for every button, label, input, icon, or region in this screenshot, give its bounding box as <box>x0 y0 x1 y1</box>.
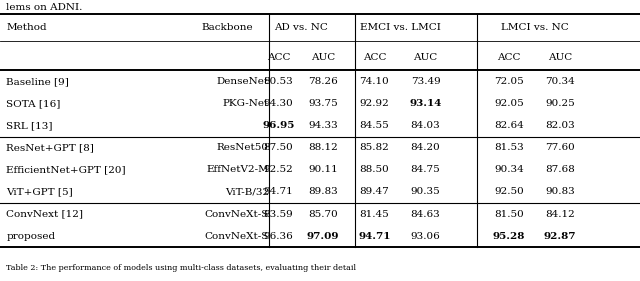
Text: 84.03: 84.03 <box>411 121 440 130</box>
Text: 90.35: 90.35 <box>411 187 440 196</box>
Text: 72.05: 72.05 <box>494 77 524 86</box>
Text: SOTA [16]: SOTA [16] <box>6 99 61 108</box>
Text: AUC: AUC <box>413 53 438 62</box>
Text: 96.36: 96.36 <box>264 232 293 241</box>
Text: 94.30: 94.30 <box>264 99 293 108</box>
Text: 84.12: 84.12 <box>545 210 575 219</box>
Text: 88.50: 88.50 <box>360 165 389 174</box>
Text: EMCI vs. LMCI: EMCI vs. LMCI <box>360 23 440 32</box>
Text: DenseNet: DenseNet <box>217 77 269 86</box>
Text: ConvNeXt-S: ConvNeXt-S <box>204 232 269 241</box>
Text: ResNet+GPT [8]: ResNet+GPT [8] <box>6 143 94 152</box>
Text: SRL [13]: SRL [13] <box>6 121 53 130</box>
Text: lems on ADNI.: lems on ADNI. <box>6 3 83 12</box>
Text: PKG-Net: PKG-Net <box>223 99 269 108</box>
Text: 84.55: 84.55 <box>360 121 389 130</box>
Text: 77.60: 77.60 <box>545 143 575 152</box>
Text: 92.52: 92.52 <box>264 165 293 174</box>
Text: Baseline [9]: Baseline [9] <box>6 77 69 86</box>
Text: ACC: ACC <box>363 53 386 62</box>
Text: 92.87: 92.87 <box>544 232 576 241</box>
Text: 84.75: 84.75 <box>411 165 440 174</box>
Text: ViT-B/32: ViT-B/32 <box>225 187 269 196</box>
Text: 93.06: 93.06 <box>411 232 440 241</box>
Text: AD vs. NC: AD vs. NC <box>274 23 328 32</box>
Text: 81.50: 81.50 <box>494 210 524 219</box>
Text: 70.34: 70.34 <box>545 77 575 86</box>
Text: 83.59: 83.59 <box>264 210 293 219</box>
Text: 94.33: 94.33 <box>308 121 338 130</box>
Text: EffNetV2-M: EffNetV2-M <box>206 165 269 174</box>
Text: AUC: AUC <box>548 53 572 62</box>
Text: 74.10: 74.10 <box>360 77 389 86</box>
Text: ACC: ACC <box>497 53 520 62</box>
Text: 93.75: 93.75 <box>308 99 338 108</box>
Text: 96.95: 96.95 <box>262 121 294 130</box>
Text: 97.09: 97.09 <box>307 232 339 241</box>
Text: -: - <box>266 121 269 130</box>
Text: 78.26: 78.26 <box>308 77 338 86</box>
Text: 81.45: 81.45 <box>360 210 389 219</box>
Text: 92.05: 92.05 <box>494 99 524 108</box>
Text: 87.50: 87.50 <box>264 143 293 152</box>
Text: 80.53: 80.53 <box>264 77 293 86</box>
Text: 82.64: 82.64 <box>494 121 524 130</box>
Text: 93.14: 93.14 <box>410 99 442 108</box>
Text: 85.82: 85.82 <box>360 143 389 152</box>
Text: 94.71: 94.71 <box>358 232 390 241</box>
Text: ViT+GPT [5]: ViT+GPT [5] <box>6 187 73 196</box>
Text: 95.28: 95.28 <box>493 232 525 241</box>
Text: 89.47: 89.47 <box>360 187 389 196</box>
Text: 82.03: 82.03 <box>545 121 575 130</box>
Text: ConvNext [12]: ConvNext [12] <box>6 210 83 219</box>
Text: 84.20: 84.20 <box>411 143 440 152</box>
Text: 81.53: 81.53 <box>494 143 524 152</box>
Text: 84.63: 84.63 <box>411 210 440 219</box>
Text: 88.12: 88.12 <box>308 143 338 152</box>
Text: Table 2: The performance of models using multi-class datasets, evaluating their : Table 2: The performance of models using… <box>6 264 356 272</box>
Text: LMCI vs. NC: LMCI vs. NC <box>500 23 568 32</box>
Text: EfficientNet+GPT [20]: EfficientNet+GPT [20] <box>6 165 126 174</box>
Text: 73.49: 73.49 <box>411 77 440 86</box>
Text: 90.34: 90.34 <box>494 165 524 174</box>
Text: AUC: AUC <box>311 53 335 62</box>
Text: 89.83: 89.83 <box>308 187 338 196</box>
Text: Method: Method <box>6 23 47 32</box>
Text: ResNet50: ResNet50 <box>217 143 269 152</box>
Text: 92.50: 92.50 <box>494 187 524 196</box>
Text: ACC: ACC <box>267 53 290 62</box>
Text: 87.68: 87.68 <box>545 165 575 174</box>
Text: proposed: proposed <box>6 232 56 241</box>
Text: ConvNeXt-S: ConvNeXt-S <box>204 210 269 219</box>
Text: 90.83: 90.83 <box>545 187 575 196</box>
Text: Backbone: Backbone <box>202 23 253 32</box>
Text: 94.71: 94.71 <box>264 187 293 196</box>
Text: 85.70: 85.70 <box>308 210 338 219</box>
Text: 92.92: 92.92 <box>360 99 389 108</box>
Text: 90.11: 90.11 <box>308 165 338 174</box>
Text: 90.25: 90.25 <box>545 99 575 108</box>
